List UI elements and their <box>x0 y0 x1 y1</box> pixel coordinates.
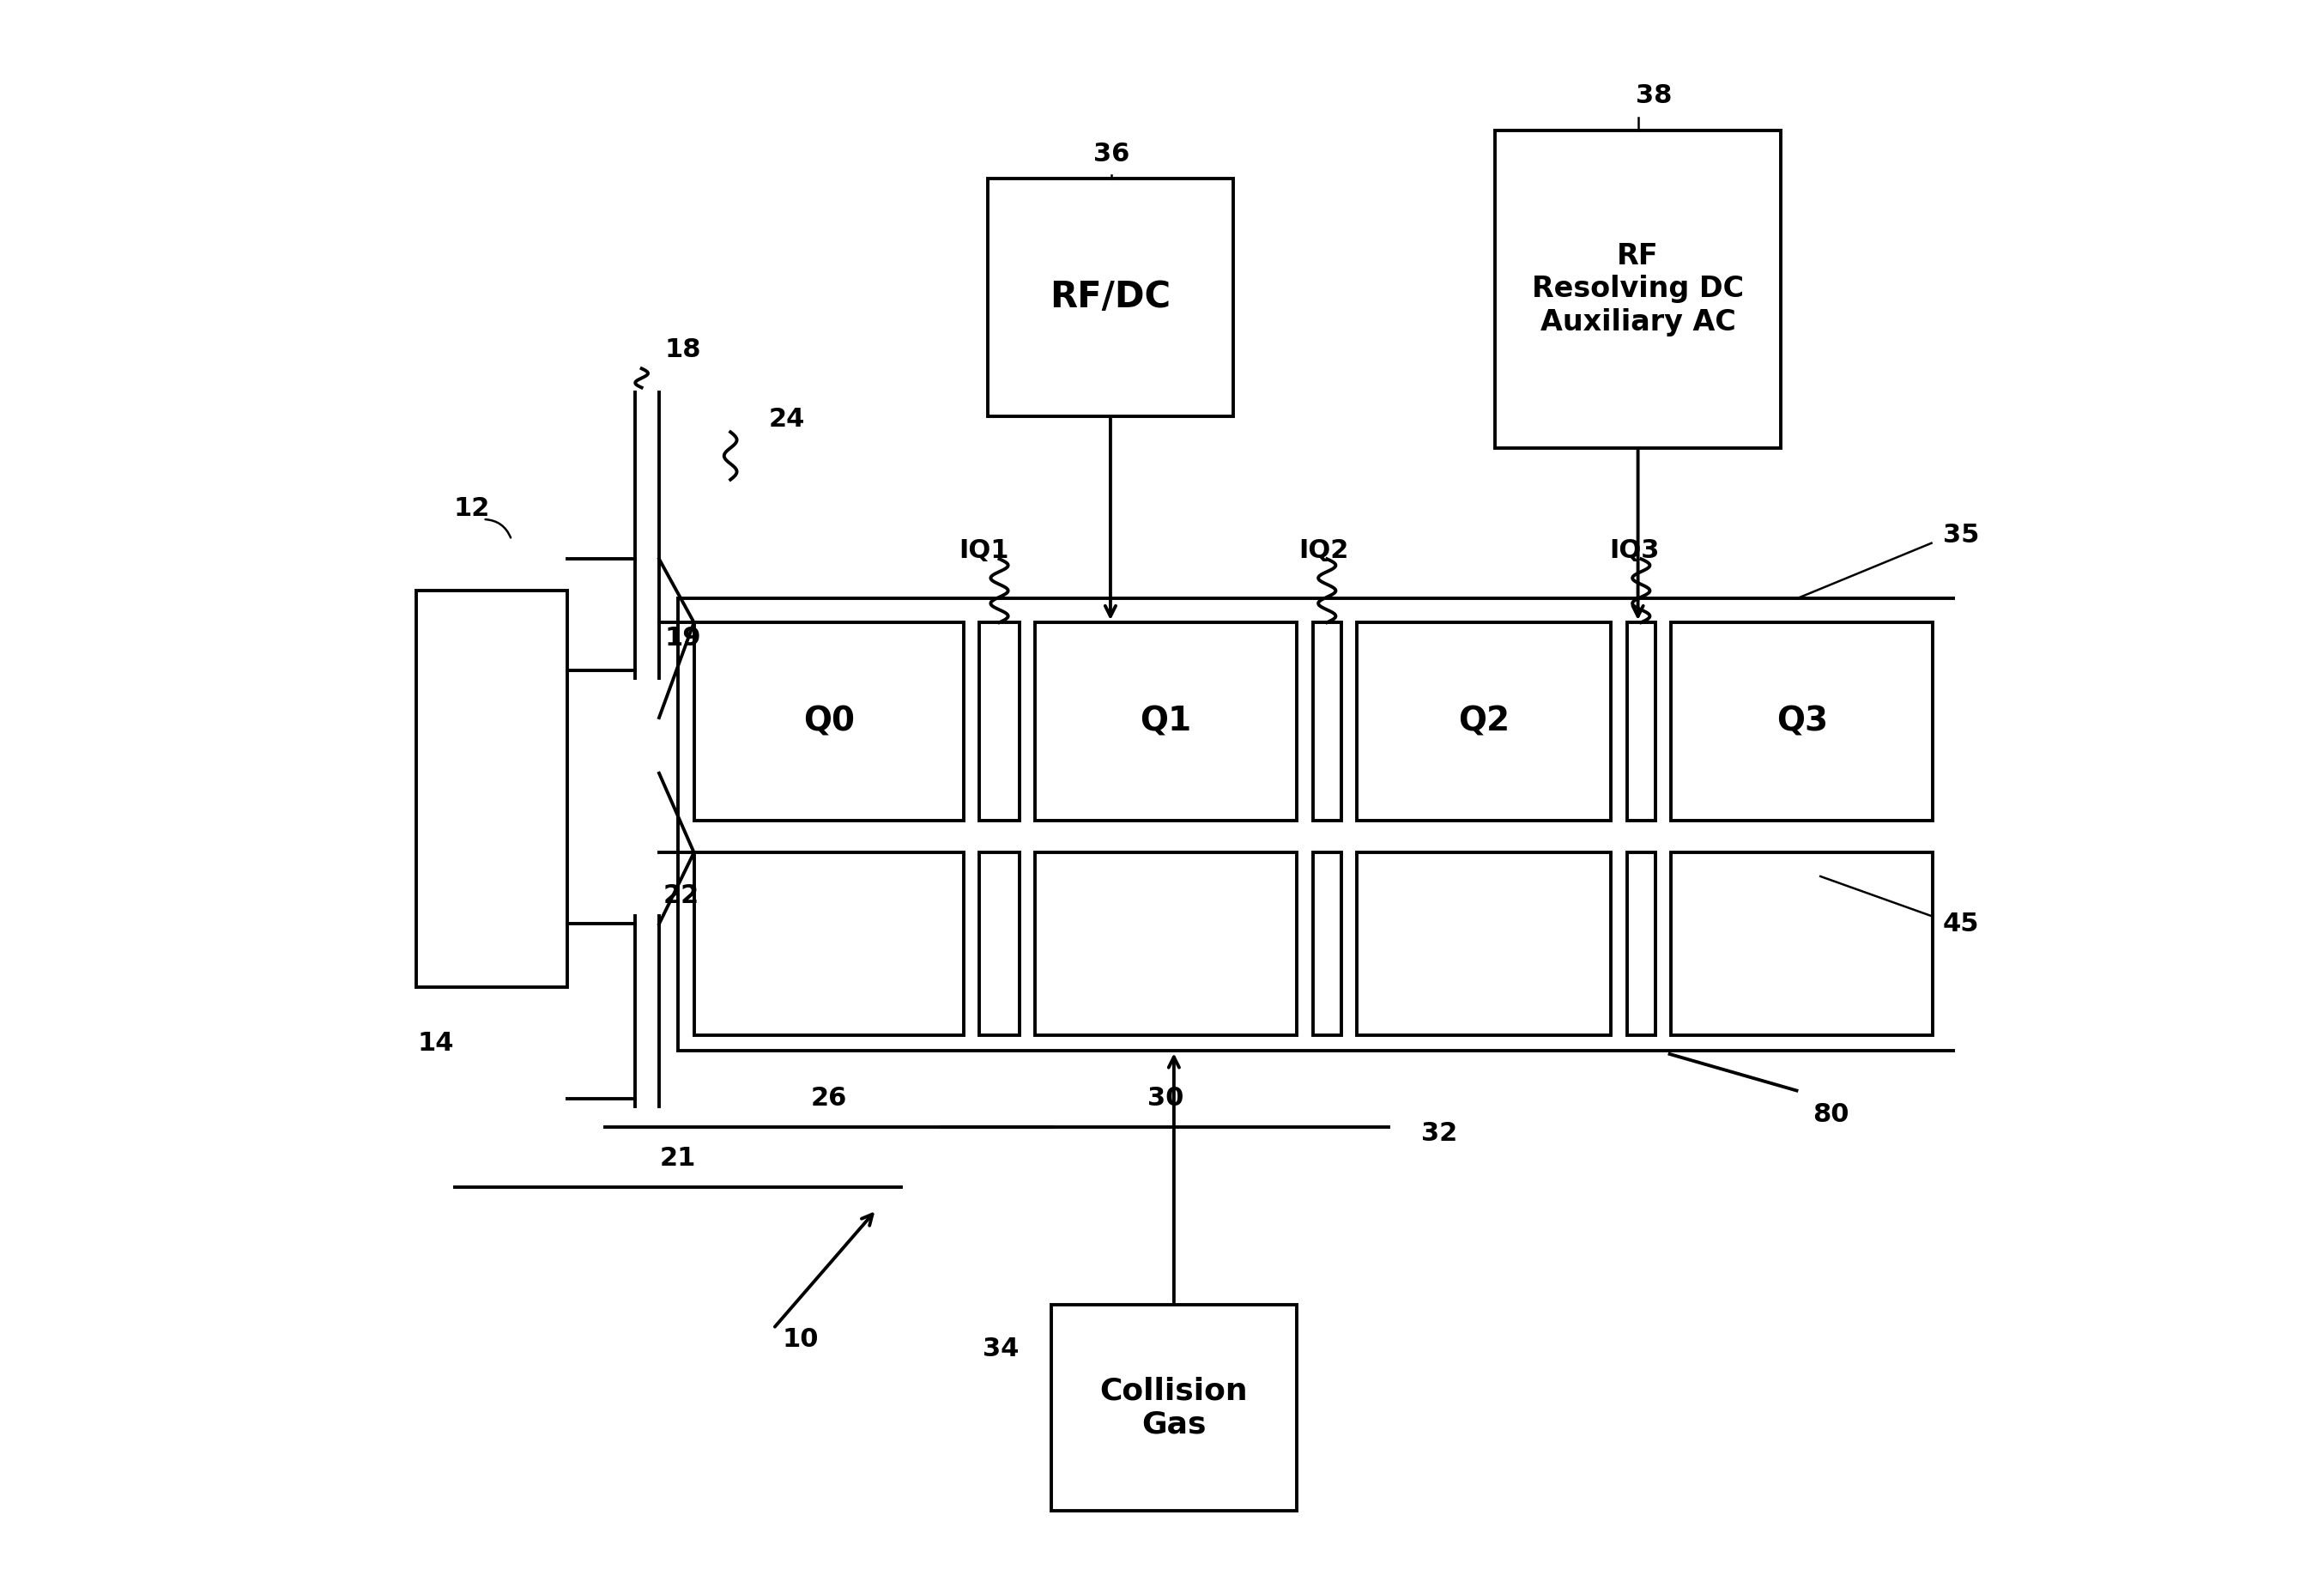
Text: 21: 21 <box>660 1146 697 1172</box>
Text: Q2: Q2 <box>1457 705 1511 738</box>
Text: Collision
Gas: Collision Gas <box>1099 1377 1248 1439</box>
Bar <box>695 853 964 1035</box>
Bar <box>978 622 1020 821</box>
Text: 36: 36 <box>1092 142 1129 167</box>
Text: RF/DC: RF/DC <box>1050 279 1171 316</box>
Bar <box>988 179 1234 416</box>
Bar <box>1313 622 1341 821</box>
Text: 45: 45 <box>1943 912 1980 936</box>
Text: 10: 10 <box>783 1328 818 1352</box>
Bar <box>1313 853 1341 1035</box>
Text: 80: 80 <box>1813 1101 1850 1127</box>
Text: RF
Resolving DC
Auxiliary AC: RF Resolving DC Auxiliary AC <box>1532 242 1743 336</box>
Bar <box>1034 622 1297 821</box>
Bar <box>1034 853 1297 1035</box>
Bar <box>695 622 964 821</box>
Bar <box>1671 853 1934 1035</box>
Text: 26: 26 <box>811 1086 846 1111</box>
Text: IQ1: IQ1 <box>960 539 1009 564</box>
Text: Q0: Q0 <box>804 705 855 738</box>
Bar <box>1627 622 1655 821</box>
Text: 32: 32 <box>1422 1121 1457 1146</box>
Text: Q1: Q1 <box>1141 705 1192 738</box>
Bar <box>978 853 1020 1035</box>
Bar <box>1671 622 1934 821</box>
Text: 38: 38 <box>1636 83 1671 108</box>
Text: 34: 34 <box>983 1337 1020 1361</box>
Text: IQ3: IQ3 <box>1611 539 1659 564</box>
Bar <box>1627 853 1655 1035</box>
Bar <box>679 599 1964 1050</box>
Text: IQ2: IQ2 <box>1299 539 1348 564</box>
Text: 18: 18 <box>665 336 702 362</box>
Text: 35: 35 <box>1943 523 1980 548</box>
Text: 14: 14 <box>416 1030 453 1055</box>
Text: Q3: Q3 <box>1776 705 1829 738</box>
Bar <box>1050 1305 1297 1511</box>
Text: 22: 22 <box>662 883 700 909</box>
Bar <box>416 591 567 987</box>
Text: 12: 12 <box>453 496 490 521</box>
Text: 24: 24 <box>769 406 804 432</box>
Text: 19: 19 <box>665 626 702 650</box>
Bar <box>1494 131 1780 448</box>
Bar <box>1357 622 1611 821</box>
Text: 30: 30 <box>1148 1086 1183 1111</box>
Bar <box>1357 853 1611 1035</box>
